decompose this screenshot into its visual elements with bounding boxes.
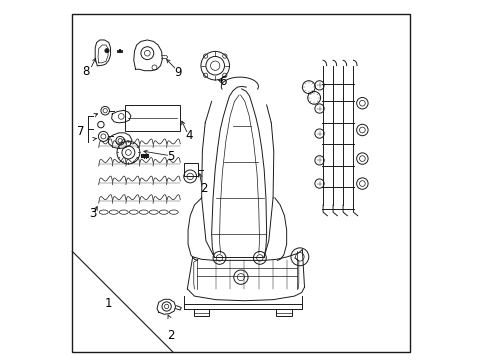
Bar (193, 309, 209, 316)
Text: 9: 9 (174, 66, 182, 79)
Text: 4: 4 (185, 129, 192, 142)
Text: 2: 2 (199, 183, 207, 195)
Text: 8: 8 (81, 64, 89, 77)
Circle shape (104, 49, 109, 53)
Text: 3: 3 (89, 207, 96, 220)
Text: 5: 5 (167, 150, 175, 163)
Text: 7: 7 (77, 125, 84, 138)
Bar (183, 163, 198, 176)
Text: 1: 1 (105, 297, 112, 310)
Text: 2: 2 (167, 329, 175, 342)
Bar (124, 105, 180, 131)
Text: 6: 6 (219, 75, 226, 88)
Bar (275, 309, 291, 316)
